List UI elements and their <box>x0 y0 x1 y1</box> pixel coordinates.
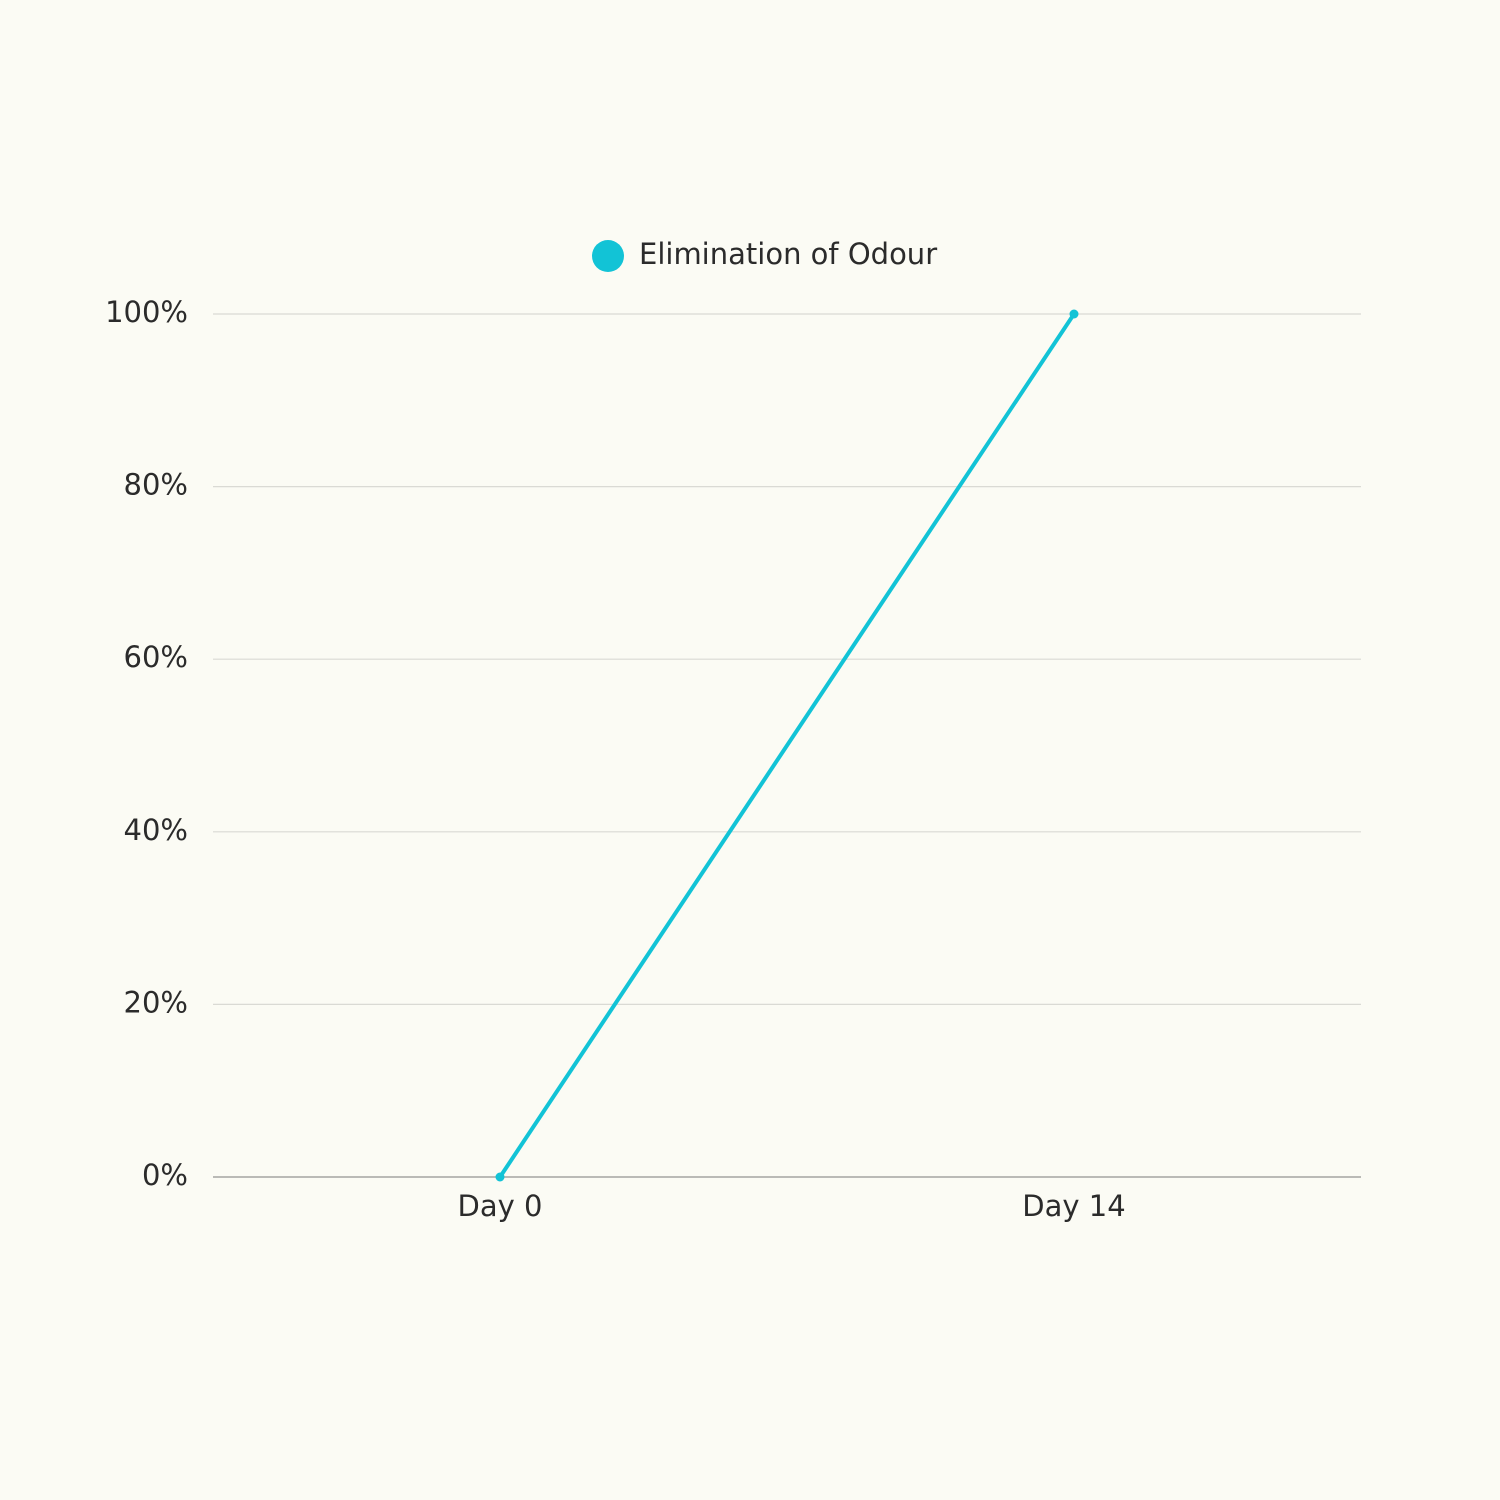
data-point <box>1069 309 1079 319</box>
y-tick-label: 20% <box>124 985 188 1019</box>
y-tick-label: 80% <box>124 468 188 502</box>
y-tick-label: 40% <box>124 813 188 847</box>
legend-marker <box>592 240 624 272</box>
x-tick-label: Day 0 <box>458 1189 543 1223</box>
data-point <box>495 1172 505 1182</box>
y-tick-label: 100% <box>105 295 188 329</box>
legend-label: Elimination of Odour <box>639 237 937 271</box>
x-tick-label: Day 14 <box>1022 1189 1125 1223</box>
y-tick-label: 60% <box>124 640 188 674</box>
series-line <box>498 312 1076 1179</box>
y-tick-label: 0% <box>142 1158 188 1192</box>
